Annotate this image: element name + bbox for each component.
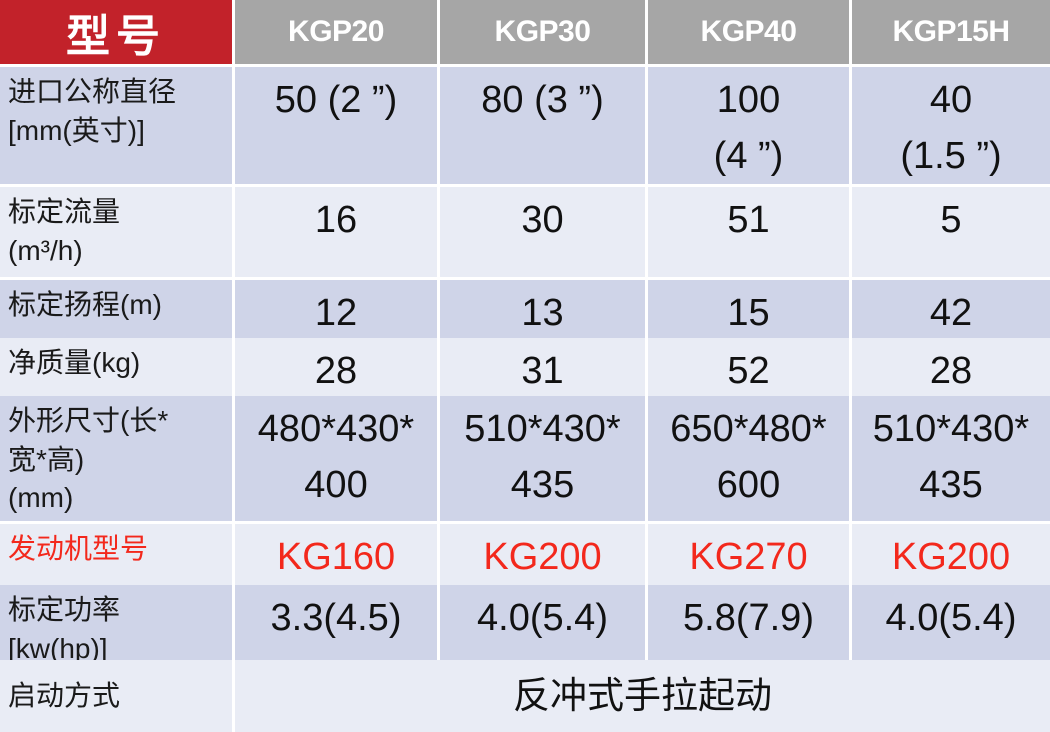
corner-header-model: 型号 (0, 0, 232, 64)
inlet-diameter-kgp40: 100 (4 ”) (648, 67, 849, 185)
rated-flow-kgp40: 51 (648, 187, 849, 277)
row-dimensions: 外形尺寸(长* 宽*高) (mm) 480*430* 400 510*430* … (0, 396, 1050, 521)
column-header-kgp40: KGP40 (648, 0, 849, 64)
row-starting-method: 启动方式 反冲式手拉起动 (0, 660, 1050, 732)
rated-power-kgp15h: 4.0(5.4) (852, 585, 1050, 669)
row-inlet-diameter: 进口公称直径 [mm(英寸)] 50 (2 ”) 80 (3 ”) 100 (4… (0, 67, 1050, 185)
column-header-kgp30: KGP30 (440, 0, 645, 64)
dimensions-kgp15h: 510*430* 435 (852, 396, 1050, 521)
row-engine-model: 发动机型号 KG160 KG200 KG270 KG200 (0, 524, 1050, 586)
net-weight-kgp15h: 28 (852, 338, 1050, 400)
rated-flow-kgp30: 30 (440, 187, 645, 277)
engine-model-kgp15h: KG200 (852, 524, 1050, 586)
row-label-starting-method: 启动方式 (0, 660, 232, 732)
rated-head-kgp30: 13 (440, 280, 645, 342)
rated-head-kgp15h: 42 (852, 280, 1050, 342)
net-weight-kgp30: 31 (440, 338, 645, 400)
rated-head-kgp40: 15 (648, 280, 849, 342)
rated-head-kgp20: 12 (235, 280, 437, 342)
inlet-diameter-kgp15h: 40 (1.5 ”) (852, 67, 1050, 185)
column-header-kgp15h: KGP15H (852, 0, 1050, 64)
dimensions-kgp30: 510*430* 435 (440, 396, 645, 521)
column-header-kgp20: KGP20 (235, 0, 437, 64)
rated-power-kgp20: 3.3(4.5) (235, 585, 437, 669)
net-weight-kgp20: 28 (235, 338, 437, 400)
row-label-rated-flow: 标定流量 (m³/h) (0, 187, 232, 277)
header-row: 型号 KGP20 KGP30 KGP40 KGP15H (0, 0, 1050, 64)
row-label-rated-head: 标定扬程(m) (0, 280, 232, 342)
row-rated-head: 标定扬程(m) 12 13 15 42 (0, 280, 1050, 342)
rated-flow-kgp20: 16 (235, 187, 437, 277)
row-label-dimensions: 外形尺寸(长* 宽*高) (mm) (0, 396, 232, 521)
engine-model-kgp20: KG160 (235, 524, 437, 586)
row-net-weight: 净质量(kg) 28 31 52 28 (0, 338, 1050, 400)
row-rated-power: 标定功率 [kw(hp)] 3.3(4.5) 4.0(5.4) 5.8(7.9)… (0, 585, 1050, 669)
row-label-inlet-diameter: 进口公称直径 [mm(英寸)] (0, 67, 232, 185)
net-weight-kgp40: 52 (648, 338, 849, 400)
rated-power-kgp40: 5.8(7.9) (648, 585, 849, 669)
row-label-engine-model: 发动机型号 (0, 524, 232, 586)
inlet-diameter-kgp30: 80 (3 ”) (440, 67, 645, 185)
dimensions-kgp40: 650*480* 600 (648, 396, 849, 521)
starting-method-all-models: 反冲式手拉起动 (235, 660, 1050, 732)
rated-flow-kgp15h: 5 (852, 187, 1050, 277)
rated-power-kgp30: 4.0(5.4) (440, 585, 645, 669)
row-label-net-weight: 净质量(kg) (0, 338, 232, 400)
row-rated-flow: 标定流量 (m³/h) 16 30 51 5 (0, 187, 1050, 277)
engine-model-kgp40: KG270 (648, 524, 849, 586)
dimensions-kgp20: 480*430* 400 (235, 396, 437, 521)
engine-model-kgp30: KG200 (440, 524, 645, 586)
inlet-diameter-kgp20: 50 (2 ”) (235, 67, 437, 185)
row-label-rated-power: 标定功率 [kw(hp)] (0, 585, 232, 669)
